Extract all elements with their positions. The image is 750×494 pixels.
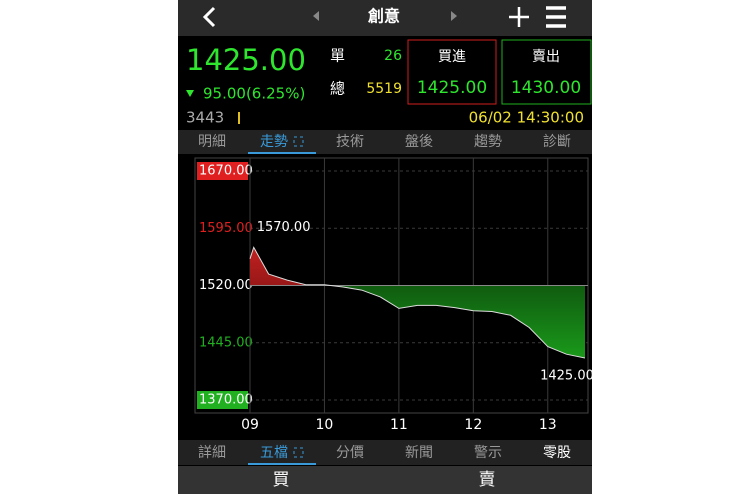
value-label: 1570.00	[257, 220, 311, 235]
tab-underline	[248, 463, 316, 465]
tab-active[interactable]: 走勢	[260, 134, 288, 150]
y-tick-label: 1445.00	[199, 335, 253, 350]
area-up	[250, 247, 585, 286]
buy-box[interactable]	[407, 39, 497, 105]
tab[interactable]: 明細	[198, 134, 226, 150]
volume: 3443	[186, 109, 224, 127]
sell-label: 賣出	[532, 49, 560, 65]
buy-price: 1425.00	[417, 78, 487, 98]
expand-icon[interactable]	[293, 136, 304, 147]
y-tick-label: 1520.00	[199, 278, 253, 293]
x-tick-label: 10	[316, 417, 334, 433]
x-tick-label: 13	[539, 417, 557, 433]
tab-active[interactable]: 五檔	[260, 445, 288, 461]
tab[interactable]: 技術	[336, 134, 364, 150]
single-value: 26	[384, 48, 402, 64]
price: 1425.00	[186, 43, 306, 77]
datetime: 06/02 14:30:00	[469, 109, 584, 127]
add-button[interactable]	[509, 7, 529, 27]
expand-icon[interactable]	[293, 447, 304, 458]
back-button[interactable]	[202, 6, 216, 28]
y-tick-box	[197, 391, 248, 409]
single-label: 單	[330, 47, 345, 65]
buy-column: 買	[273, 470, 290, 490]
tab[interactable]: 趨勢	[474, 134, 502, 150]
price-line	[249, 246, 586, 359]
prev-button[interactable]	[313, 11, 319, 21]
y-tick-box	[197, 162, 248, 180]
next-button[interactable]	[451, 11, 457, 21]
buy-label: 買進	[438, 49, 466, 65]
y-tick-label: 1370.00	[199, 393, 253, 408]
tab[interactable]: 警示	[474, 445, 502, 461]
sell-price: 1430.00	[511, 78, 581, 98]
tab[interactable]: 零股	[543, 445, 571, 461]
value-label: 1425.00	[540, 369, 594, 384]
y-tick-label: 1670.00	[199, 164, 253, 179]
tab[interactable]: 分價	[336, 444, 364, 461]
total-label: 總	[330, 80, 345, 98]
area-down	[334, 286, 585, 359]
bottom-tabs	[178, 440, 592, 465]
down-arrow	[186, 90, 194, 97]
tab-underline	[248, 152, 316, 154]
order-book-header	[178, 466, 592, 494]
change: 95.00(6.25%)	[203, 85, 305, 103]
x-tick-label: 11	[390, 417, 408, 433]
sell-box[interactable]	[501, 39, 592, 105]
sell-column: 賣	[479, 470, 496, 490]
tab[interactable]: 新聞	[405, 445, 433, 461]
top-tabs	[178, 130, 592, 154]
tab[interactable]: 診斷	[543, 134, 571, 150]
tab[interactable]: 詳細	[198, 445, 226, 461]
y-tick-label: 1595.00	[199, 221, 253, 236]
tab[interactable]: 盤後	[405, 134, 433, 150]
total-value: 5519	[366, 81, 402, 97]
phone-bg	[178, 0, 592, 494]
menu-button[interactable]	[546, 6, 566, 28]
x-tick-label: 09	[241, 417, 259, 433]
x-tick-label: 12	[464, 417, 482, 433]
title: 創意	[367, 7, 400, 26]
